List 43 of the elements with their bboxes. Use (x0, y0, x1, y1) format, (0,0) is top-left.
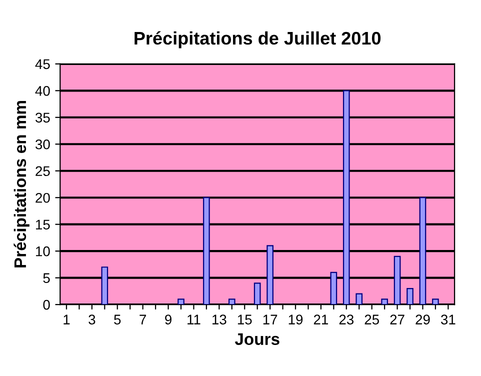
y-tick-label: 20 (36, 192, 50, 203)
bar (228, 298, 236, 305)
x-tick-label: 5 (114, 314, 121, 324)
x-tick-label: 15 (238, 314, 252, 324)
bar (330, 272, 338, 305)
y-axis-title: Précipitations en mm (14, 100, 30, 268)
bar (342, 90, 350, 305)
x-tick-label: 21 (314, 314, 328, 324)
x-tick-label: 3 (88, 314, 96, 324)
y-tick-label: 10 (36, 246, 50, 256)
y-tick-label: 30 (35, 139, 50, 150)
y-tick-label: 35 (35, 112, 50, 123)
x-tick-label: 23 (339, 314, 354, 324)
x-tick-label: 9 (165, 314, 172, 324)
bar (101, 266, 108, 305)
y-tick-label: 15 (36, 220, 50, 230)
y-tick-label: 40 (35, 86, 50, 96)
bar (178, 298, 184, 305)
bar (406, 288, 414, 305)
x-tick-label: 27 (390, 314, 404, 324)
bar (356, 293, 363, 305)
x-tick-label: 31 (440, 314, 456, 324)
y-tick-label: 5 (43, 273, 50, 283)
x-tick-label: 19 (288, 314, 303, 324)
x-tick-label: 7 (140, 314, 146, 324)
bar (266, 245, 274, 305)
bar (432, 298, 439, 305)
bar (203, 197, 210, 305)
x-tick-label: 29 (416, 314, 430, 324)
y-tick-label: 45 (35, 59, 50, 70)
x-tick-label: 11 (188, 314, 200, 324)
y-tick-label: 25 (36, 166, 50, 176)
x-axis-title: Jours (234, 333, 280, 346)
x-tick-label: 13 (212, 314, 226, 324)
y-tick-label: 0 (43, 300, 50, 310)
x-tick-label: 25 (364, 314, 379, 324)
x-tick-label: 17 (263, 314, 278, 324)
bar (394, 256, 401, 305)
chart-title: Précipitations de Juillet 2010 (134, 31, 381, 48)
x-tick-label: 1 (64, 314, 70, 324)
bar (254, 282, 261, 305)
bar (419, 197, 426, 305)
bar (381, 298, 388, 305)
